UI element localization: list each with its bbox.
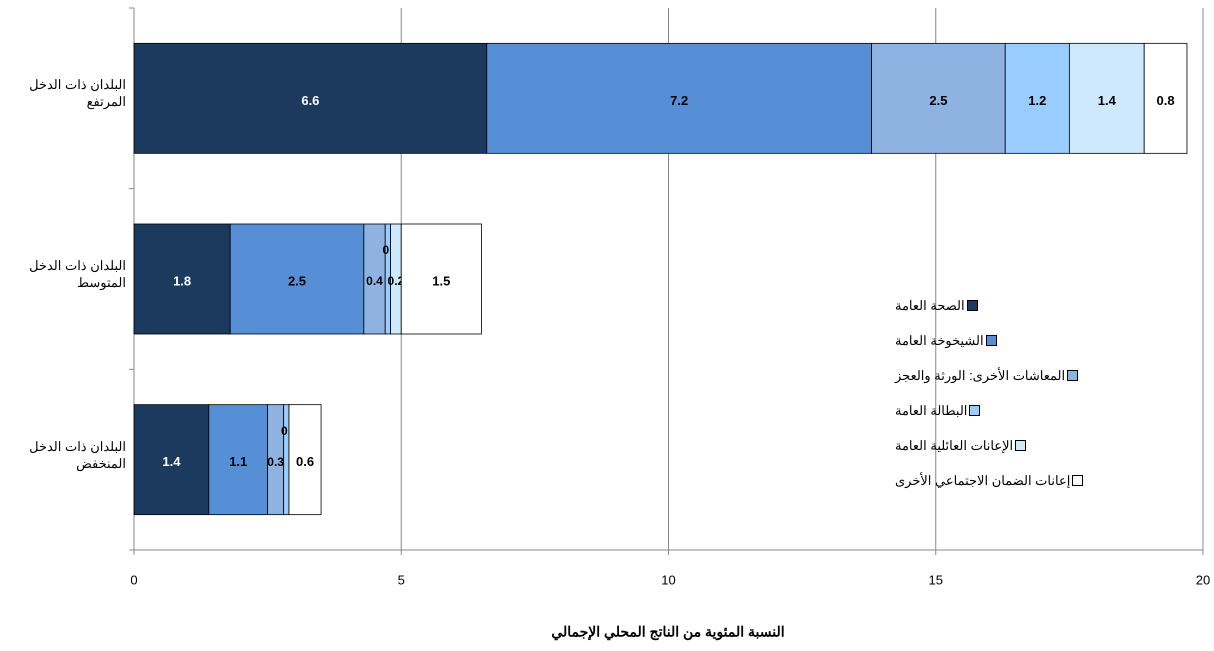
bar-segment <box>1068 42 1145 154</box>
bar-segment <box>871 42 1006 154</box>
data-label: 0.3 <box>267 455 284 469</box>
legend: الصحة العامة الشيخوخة العامة المعاشات الأخ… <box>895 288 1084 498</box>
legend-text: المعاشات الأخرى: الورثة والعجز <box>895 367 1066 383</box>
y-tick-label: البلدان ذات الدخل المنخفض <box>29 438 126 471</box>
legend-item: الإعانات العائلية العامة <box>895 428 1083 463</box>
bar-segment <box>288 404 322 516</box>
data-label: 6.6 <box>301 93 319 108</box>
legend-swatch <box>1072 475 1084 486</box>
bar-segment <box>229 223 365 335</box>
legend-item: إعانات الضمان الاجتماعي الأخرى <box>895 463 1084 498</box>
data-label: 0.8 <box>1157 93 1175 108</box>
legend-text: الشيخوخة العامة <box>895 332 984 348</box>
data-label: 7.2 <box>670 93 688 108</box>
x-tick-label: 5 <box>398 572 405 587</box>
data-label: 0.2 <box>388 274 405 288</box>
bar-segment <box>1143 42 1188 154</box>
bar-segment <box>133 404 210 516</box>
data-label: 1.5 <box>432 273 450 288</box>
legend-item: المعاشات الأخرى: الورثة والعجز <box>895 358 1083 393</box>
legend-swatch <box>1067 370 1079 381</box>
legend-text: الإعانات العائلية العامة <box>895 437 1014 453</box>
y-tick-label: البلدان ذات الدخل المتوسط <box>29 258 126 290</box>
data-label: 2.5 <box>929 93 947 108</box>
x-axis-label: النسبة المئوية من الناتج المحلي الإجمالي <box>551 624 784 642</box>
x-tick-label: 0 <box>130 572 137 587</box>
data-label: 0.6 <box>296 454 314 469</box>
data-label: 1.2 <box>1028 93 1046 108</box>
legend-swatch <box>1015 440 1027 451</box>
bar-segment <box>400 223 482 335</box>
x-tick-label: 15 <box>929 572 943 587</box>
data-label: 1.4 <box>1098 93 1117 108</box>
legend-text: الصحة العامة <box>895 297 965 313</box>
legend-text: البطالة العامة <box>895 402 968 418</box>
legend-swatch <box>985 335 997 346</box>
legend-item: البطالة العامة <box>895 393 1083 428</box>
bar-segment <box>283 404 290 516</box>
bar-segment <box>133 223 231 335</box>
x-tick-label: 20 <box>1196 572 1210 587</box>
legend-text: إعانات الضمان الاجتماعي الأخرى <box>895 472 1071 488</box>
legend-item: الصحة العامة <box>895 288 1083 323</box>
data-label: 0.4 <box>366 274 383 288</box>
y-tick-label: البلدان ذات الدخل المرتفع <box>29 77 126 110</box>
legend-swatch <box>969 405 981 416</box>
bar-segment <box>486 42 873 154</box>
data-label: 1.1 <box>229 454 247 469</box>
legend-item: الشيخوخة العامة <box>895 323 1083 358</box>
data-label: 1.8 <box>173 273 191 288</box>
x-tick-label: 10 <box>661 572 675 587</box>
bar-segment <box>208 404 269 516</box>
data-label: 1.4 <box>162 454 181 469</box>
data-label: 2.5 <box>288 273 306 288</box>
legend-swatch <box>966 300 978 311</box>
